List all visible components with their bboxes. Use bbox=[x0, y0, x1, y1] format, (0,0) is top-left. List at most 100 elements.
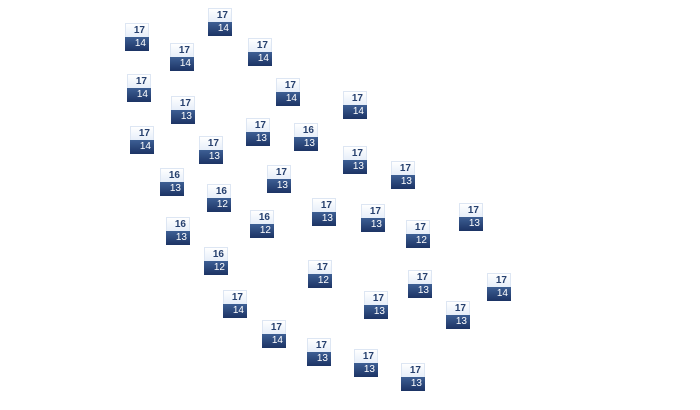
map-marker[interactable]: 17 13 bbox=[364, 291, 388, 319]
marker-top-value: 17 bbox=[208, 8, 232, 22]
map-marker[interactable]: 17 14 bbox=[208, 8, 232, 36]
map-marker[interactable]: 17 13 bbox=[267, 165, 291, 193]
marker-bottom-value: 14 bbox=[262, 334, 286, 348]
map-marker[interactable]: 16 13 bbox=[166, 217, 190, 245]
map-marker[interactable]: 17 13 bbox=[354, 349, 378, 377]
marker-top-value: 17 bbox=[459, 203, 483, 217]
marker-bottom-value: 13 bbox=[160, 182, 184, 196]
marker-top-value: 17 bbox=[125, 23, 149, 37]
marker-top-value: 17 bbox=[343, 146, 367, 160]
marker-top-value: 16 bbox=[250, 210, 274, 224]
marker-top-value: 17 bbox=[401, 363, 425, 377]
map-marker[interactable]: 17 14 bbox=[170, 43, 194, 71]
map-marker[interactable]: 17 14 bbox=[487, 273, 511, 301]
marker-top-value: 17 bbox=[406, 220, 430, 234]
marker-top-value: 17 bbox=[354, 349, 378, 363]
marker-bottom-value: 12 bbox=[204, 261, 228, 275]
map-marker[interactable]: 17 14 bbox=[125, 23, 149, 51]
marker-top-value: 17 bbox=[267, 165, 291, 179]
map-marker[interactable]: 16 13 bbox=[160, 168, 184, 196]
map-marker[interactable]: 16 12 bbox=[250, 210, 274, 238]
marker-top-value: 17 bbox=[246, 118, 270, 132]
map-marker[interactable]: 17 13 bbox=[171, 96, 195, 124]
marker-bottom-value: 14 bbox=[170, 57, 194, 71]
marker-top-value: 17 bbox=[307, 338, 331, 352]
map-marker[interactable]: 17 13 bbox=[459, 203, 483, 231]
marker-bottom-value: 13 bbox=[343, 160, 367, 174]
marker-top-value: 17 bbox=[262, 320, 286, 334]
marker-top-value: 17 bbox=[408, 270, 432, 284]
marker-bottom-value: 14 bbox=[223, 304, 247, 318]
marker-bottom-value: 13 bbox=[361, 218, 385, 232]
marker-bottom-value: 13 bbox=[408, 284, 432, 298]
marker-bottom-value: 13 bbox=[171, 110, 195, 124]
map-marker[interactable]: 17 14 bbox=[343, 91, 367, 119]
marker-bottom-value: 13 bbox=[166, 231, 190, 245]
marker-bottom-value: 13 bbox=[354, 363, 378, 377]
marker-bottom-value: 14 bbox=[343, 105, 367, 119]
map-marker[interactable]: 17 13 bbox=[343, 146, 367, 174]
map-marker[interactable]: 17 13 bbox=[199, 136, 223, 164]
map-marker[interactable]: 17 13 bbox=[312, 198, 336, 226]
marker-top-value: 17 bbox=[248, 38, 272, 52]
marker-top-value: 17 bbox=[130, 126, 154, 140]
marker-bottom-value: 12 bbox=[406, 234, 430, 248]
map-marker[interactable]: 17 14 bbox=[223, 290, 247, 318]
marker-top-value: 17 bbox=[312, 198, 336, 212]
marker-top-value: 16 bbox=[204, 247, 228, 261]
marker-top-value: 17 bbox=[487, 273, 511, 287]
marker-top-value: 17 bbox=[171, 96, 195, 110]
map-marker[interactable]: 17 12 bbox=[308, 260, 332, 288]
map-marker[interactable]: 17 13 bbox=[391, 161, 415, 189]
marker-bottom-value: 13 bbox=[446, 315, 470, 329]
marker-top-value: 17 bbox=[127, 74, 151, 88]
map-marker[interactable]: 17 14 bbox=[276, 78, 300, 106]
map-marker[interactable]: 17 13 bbox=[408, 270, 432, 298]
marker-top-value: 17 bbox=[361, 204, 385, 218]
marker-bottom-value: 14 bbox=[125, 37, 149, 51]
marker-bottom-value: 14 bbox=[248, 52, 272, 66]
marker-bottom-value: 13 bbox=[267, 179, 291, 193]
map-marker[interactable]: 17 13 bbox=[401, 363, 425, 391]
map-marker[interactable]: 16 12 bbox=[207, 184, 231, 212]
marker-top-value: 17 bbox=[170, 43, 194, 57]
marker-bottom-value: 13 bbox=[307, 352, 331, 366]
map-marker[interactable]: 16 13 bbox=[294, 123, 318, 151]
map-marker[interactable]: 17 14 bbox=[127, 74, 151, 102]
marker-bottom-value: 13 bbox=[294, 137, 318, 151]
marker-top-value: 16 bbox=[207, 184, 231, 198]
marker-top-value: 16 bbox=[166, 217, 190, 231]
marker-bottom-value: 14 bbox=[487, 287, 511, 301]
marker-bottom-value: 12 bbox=[308, 274, 332, 288]
marker-bottom-value: 13 bbox=[459, 217, 483, 231]
marker-top-value: 17 bbox=[391, 161, 415, 175]
map-marker[interactable]: 17 13 bbox=[246, 118, 270, 146]
marker-bottom-value: 14 bbox=[276, 92, 300, 106]
map-marker[interactable]: 17 14 bbox=[248, 38, 272, 66]
map-marker[interactable]: 17 14 bbox=[130, 126, 154, 154]
marker-top-value: 17 bbox=[308, 260, 332, 274]
marker-bottom-value: 14 bbox=[208, 22, 232, 36]
marker-bottom-value: 13 bbox=[364, 305, 388, 319]
map-marker[interactable]: 17 14 bbox=[262, 320, 286, 348]
marker-top-value: 16 bbox=[294, 123, 318, 137]
marker-top-value: 17 bbox=[223, 290, 247, 304]
marker-top-value: 17 bbox=[276, 78, 300, 92]
marker-top-value: 16 bbox=[160, 168, 184, 182]
marker-top-value: 17 bbox=[343, 91, 367, 105]
map-marker[interactable]: 17 12 bbox=[406, 220, 430, 248]
marker-top-value: 17 bbox=[199, 136, 223, 150]
marker-bottom-value: 14 bbox=[127, 88, 151, 102]
marker-bottom-value: 13 bbox=[246, 132, 270, 146]
marker-bottom-value: 14 bbox=[130, 140, 154, 154]
marker-bottom-value: 12 bbox=[207, 198, 231, 212]
map-marker[interactable]: 17 13 bbox=[446, 301, 470, 329]
marker-bottom-value: 13 bbox=[401, 377, 425, 391]
marker-top-value: 17 bbox=[446, 301, 470, 315]
map-marker[interactable]: 17 13 bbox=[361, 204, 385, 232]
marker-bottom-value: 13 bbox=[312, 212, 336, 226]
map-marker[interactable]: 17 13 bbox=[307, 338, 331, 366]
map-marker[interactable]: 16 12 bbox=[204, 247, 228, 275]
marker-bottom-value: 12 bbox=[250, 224, 274, 238]
marker-bottom-value: 13 bbox=[199, 150, 223, 164]
